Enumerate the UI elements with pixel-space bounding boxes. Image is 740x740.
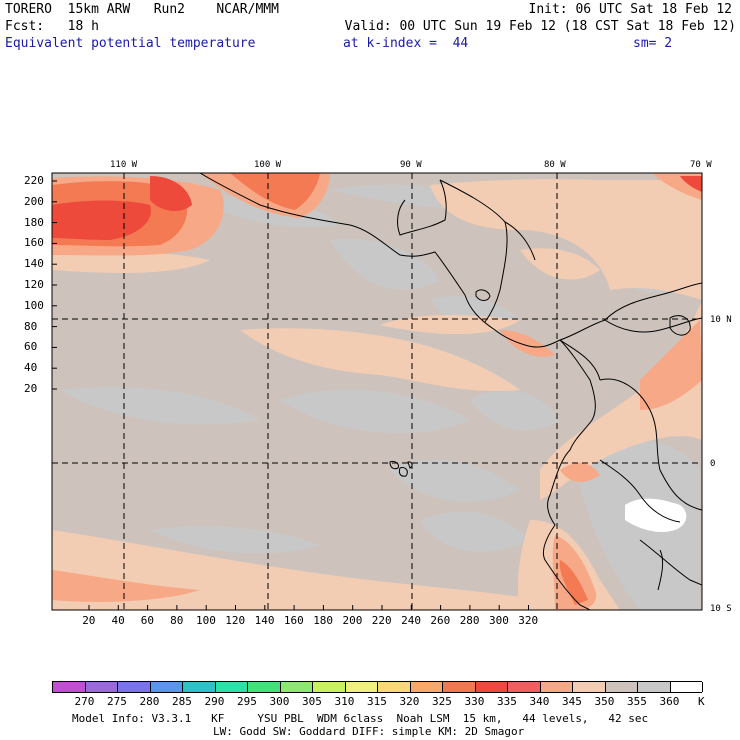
colorbar-level: 325 [432, 695, 452, 708]
lat-label: 10 N [710, 315, 732, 325]
colorbar-box [248, 682, 281, 692]
colorbar-level: 350 [594, 695, 615, 708]
y-tick-label: 20 [24, 382, 38, 395]
model-title: TORERO 15km ARW Run2 NCAR/MMM [5, 2, 279, 17]
x-tick-label: 160 [283, 614, 304, 627]
y-tick-label: 100 [24, 298, 44, 312]
colorbar-level: 340 [529, 695, 550, 708]
lon-label: 100 W [254, 160, 282, 170]
x-tick-label: 240 [401, 614, 421, 627]
y-tick-label: 80 [24, 319, 38, 333]
lat-label: 0 [710, 459, 716, 469]
x-tick-label: 40 [111, 614, 125, 627]
y-tick-label: 200 [24, 194, 44, 208]
colorbar-box [508, 682, 541, 692]
colorbar-box [85, 682, 118, 692]
colorbar-box [605, 682, 638, 692]
colorbar-box [280, 682, 313, 692]
colorbar-box [183, 682, 216, 692]
colorbar-box [573, 682, 606, 692]
x-tick-label: 80 [170, 614, 184, 627]
field-name: Equivalent potential temperature [5, 36, 256, 51]
model-info: Model Info: V3.3.1 KF YSU PBL WDM 6class… [72, 712, 649, 725]
colorbar-level: 280 [139, 695, 160, 708]
colorbar-box [475, 682, 508, 692]
white-terrain [625, 498, 687, 532]
y-tick-label: 160 [24, 236, 44, 250]
physics-info: LW: Godd SW: Goddard DIFF: simple KM: 2D… [213, 725, 525, 738]
colorbar-box [540, 682, 573, 692]
colorbar-level: 345 [562, 695, 582, 708]
colorbar-box [150, 682, 183, 692]
lon-label: 110 W [110, 160, 138, 170]
x-tick-label: 120 [225, 614, 246, 627]
red-field [52, 176, 702, 240]
x-tick-label: 280 [459, 614, 480, 627]
colorbar-level: 355 [627, 695, 647, 708]
colorbar-level: 275 [107, 695, 127, 708]
map-frame [51, 172, 703, 611]
init-time: Init: 06 UTC Sat 18 Feb 12 [528, 2, 733, 17]
y-tick-label: 140 [24, 257, 44, 271]
x-tick-label: 100 [196, 614, 216, 627]
colorbar-unit: K [698, 695, 705, 708]
y-tick-label: 220 [24, 174, 44, 187]
x-tick-label: 260 [430, 614, 451, 627]
colorbar [52, 681, 703, 693]
x-tick-label: 20 [82, 614, 96, 627]
x-tick-label: 300 [489, 614, 509, 627]
graticule [52, 173, 702, 610]
colorbar-box [118, 682, 151, 692]
valid-time: Valid: 00 UTC Sun 19 Feb 12 (18 CST Sat … [344, 19, 736, 34]
colorbar-level: 270 [74, 695, 95, 708]
x-tick-label: 60 [140, 614, 155, 627]
x-tick-label: 140 [254, 614, 275, 627]
lon-label: 70 W [690, 160, 712, 170]
colorbar-level: 360 [659, 695, 680, 708]
colorbar-box [670, 682, 703, 692]
colorbar-level: 285 [172, 695, 192, 708]
lon-label: 80 W [544, 160, 566, 170]
x-tick-marks [88, 605, 529, 610]
y-tick-marks [52, 180, 57, 390]
y-tick-label: 180 [24, 215, 44, 229]
colorbar-level: 295 [237, 695, 257, 708]
colorbar-box [378, 682, 411, 692]
x-tick-label: 180 [313, 614, 334, 627]
colorbar-box [215, 682, 248, 692]
colorbar-level: 305 [302, 695, 322, 708]
colorbar-level: 310 [334, 695, 355, 708]
colorbar-level: 300 [269, 695, 290, 708]
smoothing: sm= 2 [633, 36, 673, 51]
colorbar-box [313, 682, 346, 692]
y-tick-label: 40 [24, 361, 38, 375]
colorbar-level: 290 [204, 695, 225, 708]
lon-label: 90 W [400, 160, 422, 170]
colorbar-level: 335 [497, 695, 517, 708]
y-tick-label: 60 [24, 340, 38, 354]
colorbar-box [410, 682, 443, 692]
colorbar-box [53, 682, 86, 692]
x-tick-label: 200 [342, 614, 363, 627]
colorbar-box [443, 682, 476, 692]
y-tick-label: 120 [24, 278, 44, 291]
level-index: at k-index = 44 [343, 36, 469, 51]
x-tick-label: 320 [518, 614, 539, 627]
forecast-hour: Fcst: 18 h [5, 19, 99, 34]
colorbar-level: 315 [367, 695, 387, 708]
lat-label: 10 S [710, 604, 732, 614]
colorbar-level: 320 [399, 695, 420, 708]
x-tick-label: 220 [371, 614, 392, 627]
colorbar-box [345, 682, 378, 692]
colorbar-box [638, 682, 671, 692]
colorbar-level: 330 [464, 695, 485, 708]
